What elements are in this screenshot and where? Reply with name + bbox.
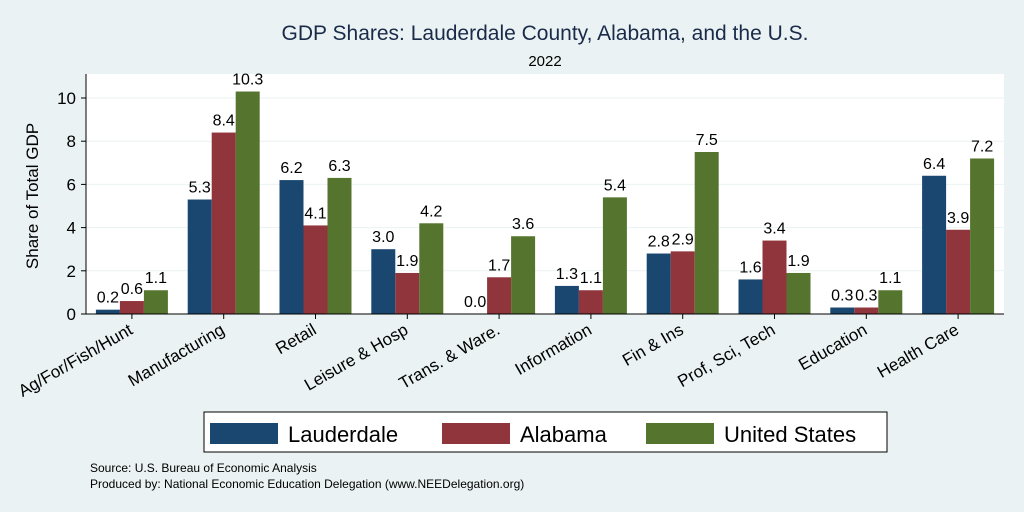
data-label-united-states-information: 5.4 [604,177,626,194]
bar-alabama-information [578,290,603,314]
bar-united-states-leisure-hosp [419,223,444,314]
bar-united-states-health-care [970,158,995,314]
legend-label-lauderdale: Lauderdale [288,422,398,447]
x-tick-label-ag-for-fish-hunt: Ag/For/Fish/Hunt [15,320,136,401]
data-label-united-states-leisure-hosp: 4.2 [420,203,442,220]
bar-alabama-trans-ware [487,277,512,314]
x-tick-label-trans-ware: Trans. & Ware. [396,320,503,393]
bar-alabama-education [854,307,879,314]
data-label-lauderdale-fin-ins: 2.8 [648,234,670,251]
legend-swatch-united-states [646,423,714,444]
legend-label-united-states: United States [724,422,856,447]
bar-lauderdale-education [830,307,855,314]
bar-lauderdale-prof-sci-tech [738,279,763,314]
data-label-lauderdale-health-care: 6.4 [923,156,945,173]
data-label-united-states-health-care: 7.2 [971,138,993,155]
data-label-united-states-education: 1.1 [879,270,901,287]
x-tick-label-retail: Retail [272,320,319,358]
bar-united-states-ag-for-fish-hunt [143,290,168,314]
data-label-lauderdale-information: 1.3 [556,266,578,283]
bar-alabama-fin-ins [670,251,695,314]
data-label-alabama-trans-ware: 1.7 [488,257,510,274]
bar-united-states-fin-ins [694,152,719,314]
x-tick-label-health-care: Health Care [874,320,962,382]
bar-alabama-prof-sci-tech [762,240,787,314]
data-label-alabama-education: 0.3 [855,288,877,305]
bar-lauderdale-ag-for-fish-hunt [95,309,120,314]
bar-lauderdale-health-care [922,175,947,314]
y-axis-title: Share of Total GDP [23,123,42,269]
data-label-alabama-leisure-hosp: 1.9 [396,253,418,270]
data-label-lauderdale-leisure-hosp: 3.0 [372,229,394,246]
y-tick-label: 4 [67,219,76,238]
bar-united-states-manufacturing [235,91,260,315]
bars [95,91,995,315]
x-tick-label-education: Education [795,320,870,374]
legend-swatch-lauderdale [210,423,278,444]
x-tick-label-leisure-hosp: Leisure & Hosp [301,320,411,395]
data-label-united-states-manufacturing: 10.3 [232,72,263,89]
data-label-alabama-ag-for-fish-hunt: 0.6 [121,281,143,298]
data-label-lauderdale-ag-for-fish-hunt: 0.2 [97,290,119,307]
y-tick-label: 0 [67,305,76,324]
legend-swatch-alabama [442,423,510,444]
x-tick-label-prof-sci-tech: Prof, Sci, Tech [674,320,778,391]
chart-title: GDP Shares: Lauderdale County, Alabama, … [282,22,809,45]
data-labels: 0.20.61.15.38.410.36.24.16.33.01.94.20.0… [97,72,994,311]
x-tick-label-information: Information [512,320,595,379]
y-tick-label: 6 [67,175,76,194]
bar-united-states-education [878,290,903,314]
data-label-alabama-manufacturing: 8.4 [213,113,235,130]
bar-lauderdale-manufacturing [187,199,212,314]
bar-alabama-manufacturing [211,132,236,314]
legend-box [203,411,888,453]
data-label-united-states-fin-ins: 7.5 [696,132,718,149]
data-label-alabama-retail: 4.1 [304,205,326,222]
bar-united-states-prof-sci-tech [786,272,811,314]
x-tick-label-manufacturing: Manufacturing [125,320,228,390]
data-label-alabama-health-care: 3.9 [947,210,969,227]
bar-united-states-retail [327,177,352,314]
chart-subtitle: 2022 [528,53,561,70]
bar-alabama-leisure-hosp [395,272,420,314]
data-label-lauderdale-trans-ware: 0.0 [464,294,486,311]
data-label-united-states-prof-sci-tech: 1.9 [787,253,809,270]
produced-by-note: Produced by: National Economic Education… [90,477,524,491]
bar-united-states-trans-ware [511,236,536,314]
bar-lauderdale-leisure-hosp [371,249,396,314]
x-tick-label-fin-ins: Fin & Ins [619,320,687,370]
bar-united-states-information [602,197,627,314]
bar-alabama-ag-for-fish-hunt [119,301,144,314]
data-label-united-states-retail: 6.3 [328,158,350,175]
y-tick-label: 8 [67,132,76,151]
bar-alabama-retail [303,225,328,314]
bar-lauderdale-information [554,285,579,314]
data-label-lauderdale-prof-sci-tech: 1.6 [739,259,761,276]
data-label-alabama-fin-ins: 2.9 [672,231,694,248]
data-label-lauderdale-education: 0.3 [831,288,853,305]
data-label-united-states-ag-for-fish-hunt: 1.1 [145,270,167,287]
data-label-alabama-information: 1.1 [580,270,602,287]
bar-lauderdale-fin-ins [646,253,671,314]
bar-lauderdale-retail [279,180,304,314]
data-label-united-states-trans-ware: 3.6 [512,216,534,233]
y-ticks: 0 2 4 6 8 10 [57,89,86,324]
legend-label-alabama: Alabama [520,422,608,447]
y-tick-label: 10 [57,89,76,108]
source-note: Source: U.S. Bureau of Economic Analysis [90,461,317,475]
data-label-alabama-prof-sci-tech: 3.4 [763,221,785,238]
bar-alabama-health-care [946,229,971,314]
data-label-lauderdale-manufacturing: 5.3 [189,180,211,197]
y-tick-label: 2 [67,262,76,281]
data-label-lauderdale-retail: 6.2 [280,160,302,177]
legend: Lauderdale Alabama United States [203,411,888,453]
